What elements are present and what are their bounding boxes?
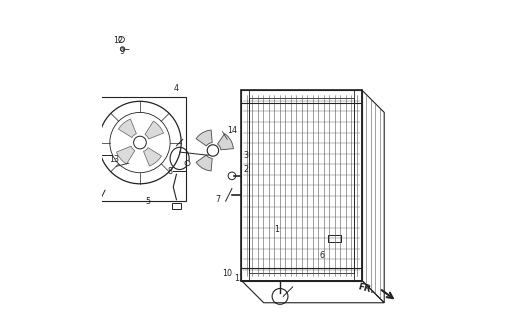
Text: 1: 1: [274, 225, 279, 234]
Circle shape: [120, 47, 125, 51]
Bar: [94, 97, 186, 201]
Polygon shape: [143, 148, 162, 166]
Circle shape: [185, 161, 190, 166]
Circle shape: [133, 136, 146, 149]
Text: 10: 10: [222, 269, 232, 278]
Polygon shape: [196, 130, 212, 146]
Text: 9: 9: [120, 47, 125, 56]
Text: 12: 12: [114, 36, 123, 44]
Text: FR.: FR.: [357, 282, 375, 295]
Text: 8: 8: [168, 167, 172, 176]
Text: 2: 2: [244, 165, 249, 174]
Circle shape: [207, 145, 219, 156]
Text: 14: 14: [227, 126, 237, 135]
Text: 3: 3: [244, 151, 249, 160]
Text: 7: 7: [215, 195, 220, 204]
Polygon shape: [118, 119, 137, 138]
Text: 4: 4: [174, 84, 179, 93]
Polygon shape: [217, 133, 233, 150]
Polygon shape: [116, 146, 135, 164]
Text: 11: 11: [234, 274, 244, 283]
Text: 6: 6: [320, 251, 325, 260]
Bar: [328, 235, 341, 243]
Text: 5: 5: [145, 197, 151, 206]
Circle shape: [93, 153, 98, 157]
Text: 13: 13: [109, 155, 119, 164]
Circle shape: [119, 36, 125, 42]
Polygon shape: [196, 155, 212, 171]
Polygon shape: [145, 121, 164, 139]
Bar: [172, 203, 181, 209]
